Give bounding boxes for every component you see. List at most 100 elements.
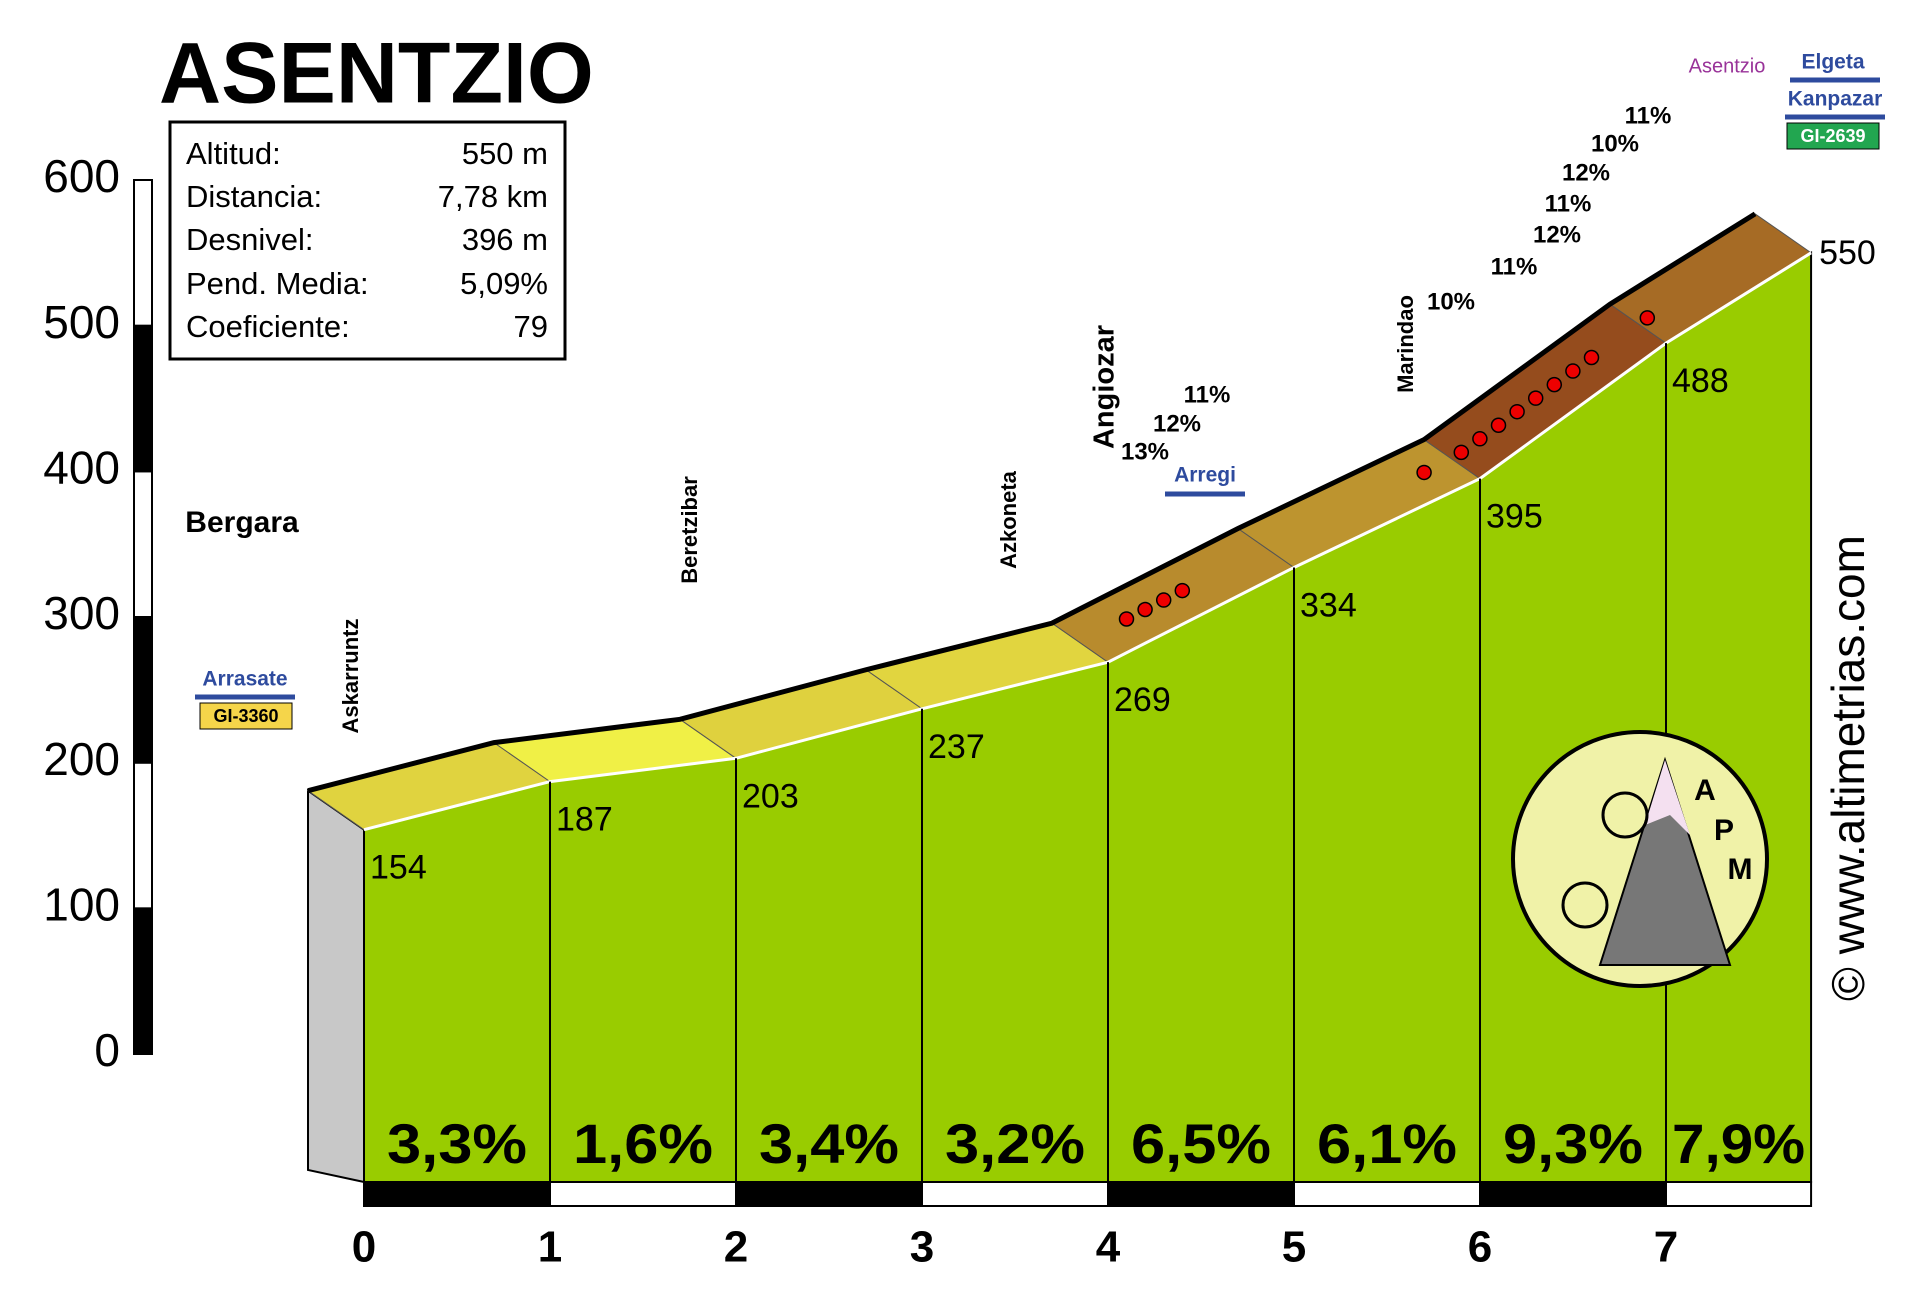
x-tick-label: 4 (1096, 1223, 1121, 1272)
road-label: Arrasate (202, 668, 287, 691)
steep-label: 11% (1184, 381, 1231, 408)
gradient-label: 9,3% (1503, 1112, 1643, 1175)
info-label: Coeficiente: (186, 309, 350, 344)
place-label: Askarruntz (338, 619, 363, 734)
x-tick-label: 0 (352, 1223, 376, 1272)
info-label: Altitud: (186, 136, 281, 171)
steep-dot (1155, 592, 1172, 608)
gradient-label: 6,5% (1131, 1112, 1271, 1175)
altitude-label: 203 (742, 777, 799, 815)
place-label: Marindao (1393, 295, 1418, 393)
info-value: 550 m (462, 136, 548, 171)
logo-wheel (1601, 791, 1649, 839)
km-strip (1479, 1181, 1667, 1207)
y-tick-label: 400 (43, 441, 120, 493)
roads: Arrasate GI-3360 Arregi Elgeta Kanpazar … (195, 51, 1885, 730)
steep-dot (1472, 431, 1488, 447)
logo-letter: A (1694, 774, 1716, 807)
steep-dot (1118, 611, 1135, 627)
steep-dot (1453, 444, 1470, 461)
y-tick-label: 300 (43, 587, 120, 639)
info-label: Pend. Media: (186, 266, 369, 301)
info-value: 79 (514, 309, 548, 344)
steep-labels: 13% 12% 11% 10% 11% 12% 11% 12% 10% 11% (1121, 102, 1671, 465)
x-tick-label: 5 (1282, 1223, 1306, 1272)
road-label: Arregi (1174, 464, 1236, 487)
scale-band (133, 470, 153, 619)
km-strip (921, 1181, 1109, 1207)
scale-band (133, 761, 153, 910)
steep-dot (1546, 376, 1563, 393)
steep-dot (1509, 403, 1525, 420)
km-strip (363, 1181, 551, 1207)
y-tick-label: 600 (43, 150, 120, 202)
places: Bergara Askarruntz Beretzibar Azkoneta A… (185, 55, 1765, 733)
altitude-label: 154 (370, 849, 427, 887)
km-strip (735, 1181, 923, 1207)
steep-dot (1174, 582, 1191, 599)
altitude-label: 488 (1672, 362, 1729, 400)
x-tick-label: 7 (1654, 1223, 1678, 1272)
steep-label: 13% (1121, 438, 1169, 465)
steep-label: 12% (1153, 410, 1201, 437)
watermark: © www.altimetrias.com (1822, 535, 1874, 1001)
y-tick-label: 0 (94, 1024, 120, 1076)
steep-dot (1527, 390, 1544, 406)
steep-label: 11% (1625, 102, 1672, 129)
steep-dot (1639, 310, 1656, 326)
road-label: Kanpazar (1788, 88, 1883, 111)
place-label: Beretzibar (677, 476, 702, 584)
altitude-label: 269 (1114, 681, 1171, 719)
x-tick-label: 1 (538, 1223, 562, 1272)
place-label: Bergara (185, 506, 299, 539)
steep-label: 12% (1562, 159, 1610, 186)
km-strip (1293, 1181, 1481, 1207)
side-face (307, 788, 365, 1184)
y-tick-label: 100 (43, 878, 120, 930)
road-sign (199, 702, 293, 730)
gradient-label: 3,4% (759, 1112, 899, 1175)
road-sign (1786, 122, 1880, 150)
logo-mountain (1598, 756, 1732, 966)
scale-band (133, 907, 153, 1055)
info-label: Desnivel: (186, 222, 314, 257)
steep-dot (1583, 349, 1600, 366)
steep-dot (1416, 464, 1432, 481)
steep-label: 10% (1591, 130, 1639, 157)
km-strip (1665, 1181, 1813, 1207)
km-strip (549, 1181, 737, 1207)
x-tick-label: 3 (910, 1223, 934, 1272)
altitude-label: 237 (928, 728, 985, 766)
steep-dot (1490, 417, 1507, 433)
place-label: Angiozar (1089, 325, 1121, 449)
steep-dot (1565, 363, 1581, 379)
steep-label: 12% (1533, 221, 1581, 248)
scale-band (133, 179, 153, 327)
altitude-label: 187 (556, 801, 613, 839)
x-tick-label: 2 (724, 1223, 748, 1272)
steep-label: 11% (1545, 190, 1592, 217)
x-tick-label: 6 (1468, 1223, 1492, 1272)
y-tick-label: 200 (43, 733, 120, 785)
info-value: 7,78 km (438, 179, 548, 214)
road-label: GI-3360 (213, 706, 278, 726)
info-value: 5,09% (460, 266, 548, 301)
chart-title: ASENTZIO (159, 26, 594, 122)
scale-band (133, 324, 153, 473)
steep-label: 11% (1491, 253, 1538, 280)
info-value: 396 m (462, 222, 548, 257)
logo-wheel (1561, 881, 1609, 929)
steep-dot (1137, 601, 1153, 618)
logo: A P M (1511, 730, 1769, 988)
altitude-label: 395 (1486, 498, 1543, 536)
altitude-label: 334 (1300, 586, 1357, 624)
info-label: Distancia: (186, 179, 322, 214)
info-box (168, 120, 567, 361)
gradient-label: 6,1% (1317, 1112, 1457, 1175)
logo-letter: M (1728, 853, 1753, 886)
place-label: Asentzio (1689, 55, 1766, 77)
y-tick-label: 500 (43, 296, 120, 348)
gradient-label: 3,2% (945, 1112, 1085, 1175)
